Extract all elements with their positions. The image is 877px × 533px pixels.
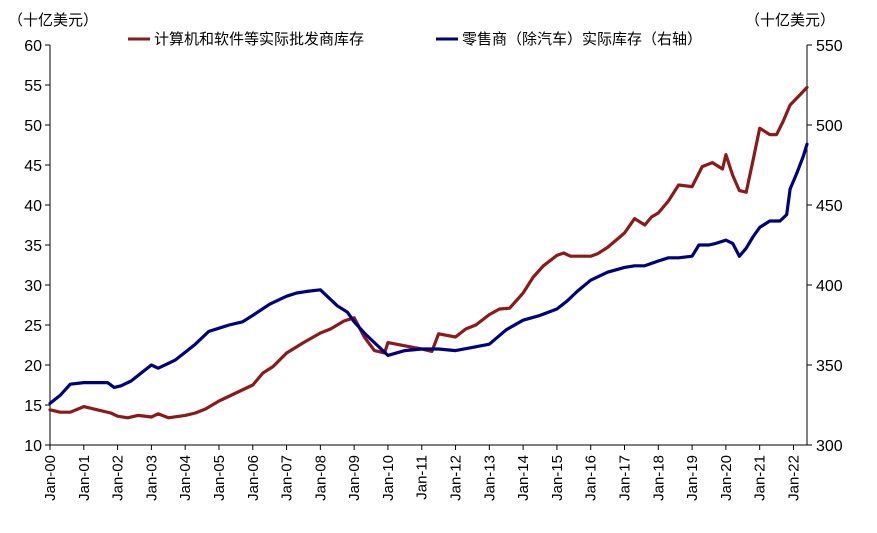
left-tick-label: 55 — [24, 78, 42, 95]
x-tick-label: Jan-14 — [515, 455, 532, 501]
x-tick-label: Jan-19 — [684, 455, 701, 501]
x-tick-label: Jan-11 — [414, 455, 431, 500]
x-tick-label: Jan-21 — [752, 455, 769, 501]
series-line-0 — [48, 85, 809, 420]
left-tick-label: 30 — [24, 278, 42, 295]
x-tick-label: Jan-01 — [76, 455, 93, 501]
left-tick-label: 15 — [24, 398, 42, 415]
series-layer — [48, 85, 809, 420]
right-ticks: 300 350 400 450 500 550 — [807, 38, 843, 455]
right-tick-label: 500 — [816, 118, 843, 135]
x-tick-label: Jan-20 — [718, 455, 735, 501]
x-tick-label: Jan-00 — [42, 455, 59, 501]
left-tick-label: 50 — [24, 118, 42, 135]
left-tick-label: 10 — [24, 438, 42, 455]
right-tick-label: 450 — [816, 198, 843, 215]
x-tick-label: Jan-16 — [583, 455, 600, 501]
left-tick-label: 40 — [24, 198, 42, 215]
right-tick-label: 400 — [816, 278, 843, 295]
x-tick-label: Jan-05 — [211, 455, 228, 501]
left-tick-label: 35 — [24, 238, 42, 255]
legend-label-0: 计算机和软件等实际批发商库存 — [154, 30, 364, 48]
x-tick-label: Jan-08 — [312, 455, 329, 501]
x-tick-label: Jan-17 — [617, 455, 634, 501]
legend: 计算机和软件等实际批发商库存 零售商（除汽车）实际库存（右轴） — [128, 30, 702, 48]
left-tick-label: 25 — [24, 318, 42, 335]
x-tick-label: Jan-06 — [245, 455, 262, 501]
x-tick-label: Jan-09 — [346, 455, 363, 501]
x-tick-label: Jan-15 — [549, 455, 566, 501]
x-tick-label: Jan-13 — [481, 455, 498, 501]
axes — [49, 45, 808, 446]
right-tick-label: 350 — [816, 358, 843, 375]
right-tick-label: 550 — [816, 38, 843, 55]
x-tick-label: Jan-12 — [448, 455, 465, 501]
left-tick-label: 20 — [24, 358, 42, 375]
x-ticks: Jan-00 Jan-01 Jan-02 Jan-03 Jan-04 Jan-05 Jan-… — [42, 445, 802, 501]
x-tick-label: Jan-07 — [279, 455, 296, 501]
legend-label-1: 零售商（除汽车）实际库存（右轴） — [462, 30, 702, 48]
left-ticks: 10 15 20 25 30 35 40 45 50 55 60 — [24, 38, 50, 455]
x-tick-label: Jan-10 — [380, 455, 397, 501]
x-tick-label: Jan-02 — [110, 455, 127, 501]
right-axis-unit: （十亿美元） — [745, 11, 835, 29]
left-tick-label: 60 — [24, 38, 42, 55]
left-axis-unit: （十亿美元） — [8, 11, 98, 29]
x-tick-label: Jan-18 — [650, 455, 667, 501]
x-tick-label: Jan-22 — [785, 455, 802, 501]
series-line-1 — [48, 142, 809, 405]
left-tick-label: 45 — [24, 158, 42, 175]
right-tick-label: 300 — [816, 438, 843, 455]
x-tick-label: Jan-03 — [143, 455, 160, 501]
x-tick-label: Jan-04 — [177, 455, 194, 501]
